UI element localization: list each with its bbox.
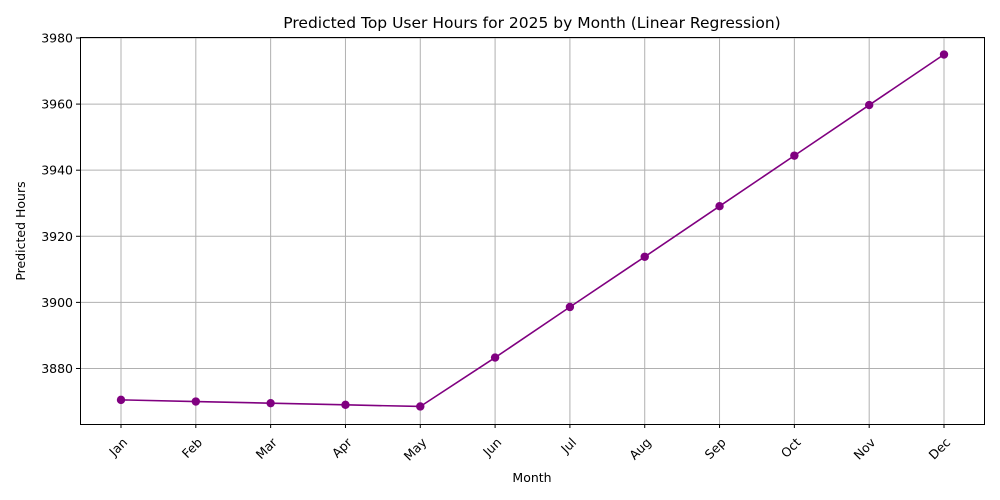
y-axis-label: Predicted Hours bbox=[13, 181, 28, 280]
y-tick-label: 3980 bbox=[41, 30, 73, 45]
data-point bbox=[341, 400, 350, 410]
x-tick-label: Jun bbox=[479, 435, 504, 460]
data-point bbox=[116, 395, 126, 405]
series-layer bbox=[116, 50, 949, 411]
x-tick-label: Jul bbox=[557, 435, 579, 457]
y-tick-label: 3880 bbox=[41, 361, 73, 376]
x-axis: Jan Feb Mar Apr May Jun Jul Aug Sep Oct Nov Dec bbox=[105, 424, 953, 464]
y-tick-label: 3960 bbox=[41, 97, 73, 112]
grid-lines bbox=[80, 37, 984, 424]
x-tick-label: Apr bbox=[329, 434, 356, 461]
y-axis: 3880 3900 3920 3940 3960 3980 bbox=[41, 30, 80, 376]
y-tick-label: 3900 bbox=[41, 295, 73, 310]
y-tick-label: 3920 bbox=[41, 229, 73, 244]
data-point bbox=[565, 302, 575, 312]
x-tick-label: Jan bbox=[105, 435, 130, 460]
x-axis-label: Month bbox=[512, 470, 551, 485]
data-point bbox=[939, 50, 949, 59]
x-tick-label: Feb bbox=[179, 435, 205, 461]
plot-frame bbox=[80, 37, 985, 425]
data-point bbox=[640, 252, 649, 261]
data-point bbox=[790, 151, 799, 160]
x-tick-label: Aug bbox=[626, 435, 654, 463]
x-tick-label: Oct bbox=[778, 435, 804, 461]
data-point bbox=[864, 100, 874, 110]
x-tick-label: May bbox=[401, 434, 430, 463]
data-point bbox=[191, 397, 201, 406]
y-tick-label: 3940 bbox=[41, 163, 73, 178]
data-point bbox=[715, 202, 724, 211]
chart-title: Predicted Top User Hours for 2025 by Mon… bbox=[283, 14, 780, 32]
data-point bbox=[490, 353, 500, 362]
x-tick-label: Dec bbox=[926, 435, 954, 463]
series-line bbox=[120, 53, 945, 408]
x-tick-label: Nov bbox=[851, 434, 879, 462]
data-point bbox=[266, 398, 275, 408]
data-point bbox=[416, 402, 425, 411]
x-tick-label: Mar bbox=[253, 434, 281, 462]
x-tick-label: Sep bbox=[702, 435, 729, 462]
